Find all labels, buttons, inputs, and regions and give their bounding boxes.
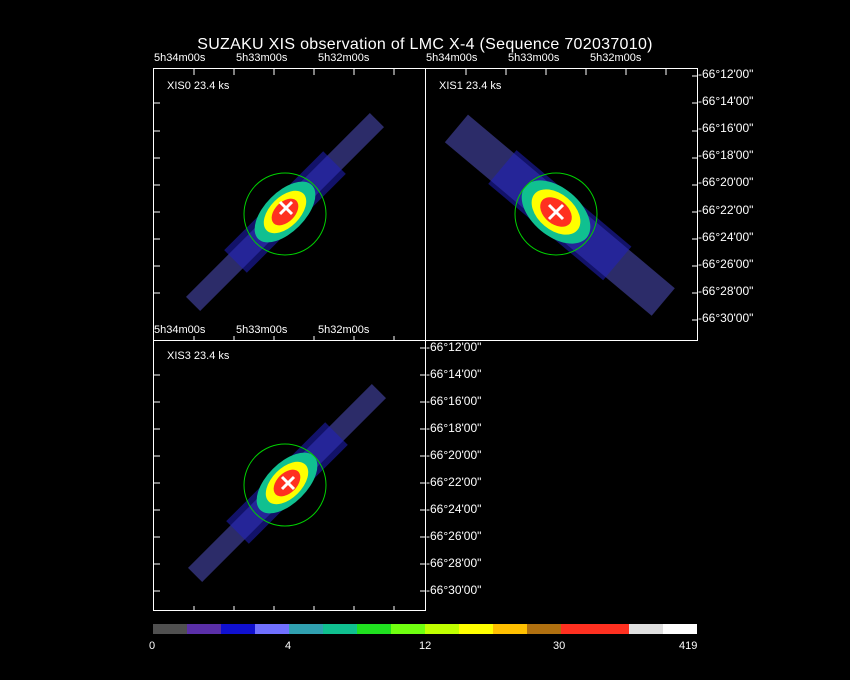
dec-tick-label: -66°16'00" — [426, 394, 482, 408]
dec-tick-label: -66°30'00" — [698, 311, 754, 325]
dec-tick-label: -66°14'00" — [426, 367, 482, 381]
xis3-core-x — [280, 475, 296, 491]
colorbar — [153, 624, 697, 634]
colorbar-swatch — [255, 624, 289, 634]
dec-tick-label: -66°14'00" — [698, 94, 754, 108]
colorbar-swatch — [357, 624, 391, 634]
dec-tick-label: -66°12'00" — [426, 340, 482, 354]
xis0-streak — [186, 113, 384, 311]
panel-xis3 — [153, 340, 426, 611]
colorbar-label: 419 — [679, 640, 698, 652]
colorbar-swatch — [629, 624, 663, 634]
xis0-ticks — [154, 69, 395, 340]
dec-tick-label: -66°28'00" — [698, 284, 754, 298]
colorbar-label: 12 — [419, 640, 432, 652]
dec-tick-label: -66°18'00" — [426, 421, 482, 435]
dec-tick-label: -66°28'00" — [426, 556, 482, 570]
colorbar-swatch — [561, 624, 595, 634]
ra-tick-label: 5h34m00s — [154, 324, 206, 336]
ra-tick-label: 5h32m00s — [318, 324, 370, 336]
dec-tick-label: -66°22'00" — [698, 203, 754, 217]
panel-xis0 — [153, 68, 426, 341]
dec-tick-label: -66°12'00" — [698, 67, 754, 81]
ra-tick-label: 5h33m00s — [236, 52, 288, 64]
xis3-label: XIS3 23.4 ks — [167, 350, 230, 362]
colorbar-label: 30 — [553, 640, 566, 652]
colorbar-swatch — [221, 624, 255, 634]
xis0-image — [154, 69, 395, 340]
xis1-image — [444, 69, 697, 321]
figure-title: SUZAKU XIS observation of LMC X-4 (Seque… — [197, 36, 653, 53]
xis1-extraction-circle — [514, 172, 598, 256]
xis0-label: XIS0 23.4 ks — [167, 80, 230, 92]
ra-tick-label: 5h32m00s — [590, 52, 642, 64]
colorbar-label: 4 — [285, 640, 292, 652]
xis0-extraction-circle — [243, 172, 327, 256]
xis1-ticks — [465, 69, 697, 321]
dec-tick-label: -66°26'00" — [698, 257, 754, 271]
xis3-image — [154, 347, 425, 610]
dec-tick-label: -66°20'00" — [426, 448, 482, 462]
colorbar-swatch — [323, 624, 357, 634]
xis3-extraction-circle — [243, 443, 327, 527]
colorbar-swatch — [663, 624, 697, 634]
ra-tick-label: 5h33m00s — [508, 52, 560, 64]
dec-tick-label: -66°30'00" — [426, 583, 482, 597]
colorbar-swatch — [391, 624, 425, 634]
ra-tick-label: 5h33m00s — [236, 324, 288, 336]
dec-tick-label: -66°18'00" — [698, 148, 754, 162]
ra-tick-label: 5h32m00s — [318, 52, 370, 64]
dec-tick-label: -66°16'00" — [698, 121, 754, 135]
colorbar-swatch — [595, 624, 629, 634]
dec-tick-label: -66°20'00" — [698, 175, 754, 189]
colorbar-swatch — [459, 624, 493, 634]
dec-tick-label: -66°24'00" — [698, 230, 754, 244]
colorbar-swatch — [527, 624, 561, 634]
xis1-label: XIS1 23.4 ks — [439, 80, 502, 92]
colorbar-swatch — [493, 624, 527, 634]
ra-tick-label: 5h34m00s — [426, 52, 478, 64]
panel-xis1 — [425, 68, 698, 341]
dec-tick-label: -66°24'00" — [426, 502, 482, 516]
dec-tick-label: -66°26'00" — [426, 529, 482, 543]
colorbar-swatch — [153, 624, 187, 634]
colorbar-swatch — [425, 624, 459, 634]
xis0-core-x — [278, 200, 294, 216]
colorbar-label: 0 — [149, 640, 156, 652]
colorbar-swatch — [187, 624, 221, 634]
dec-tick-label: -66°22'00" — [426, 475, 482, 489]
ra-tick-label: 5h34m00s — [154, 52, 206, 64]
colorbar-swatch — [289, 624, 323, 634]
xis3-ticks — [154, 347, 425, 610]
xis1-core-x — [547, 203, 565, 221]
